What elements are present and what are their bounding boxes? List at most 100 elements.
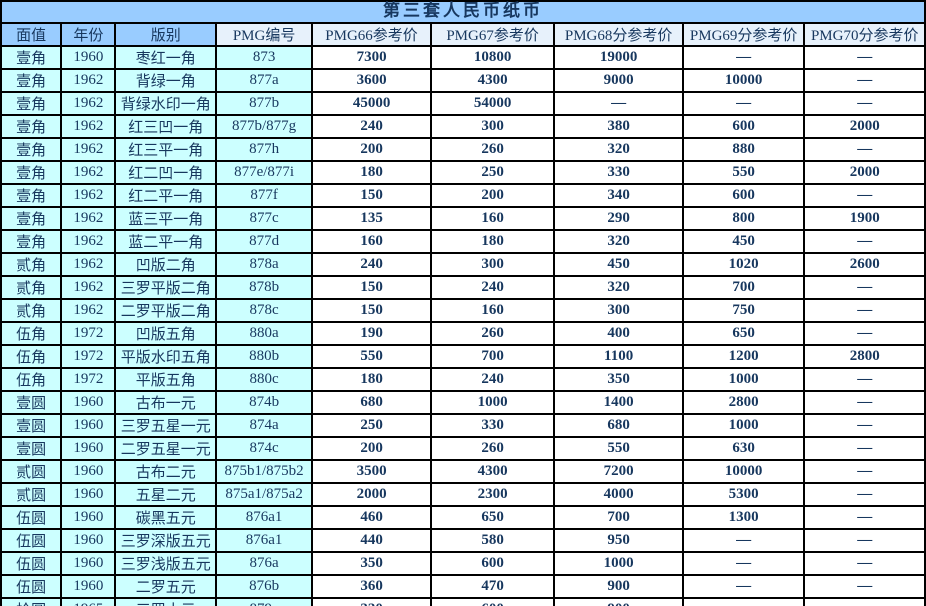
variety-cell: 二罗平版二角 bbox=[114, 298, 217, 323]
pmg-number-cell: 880a bbox=[214, 321, 314, 346]
variety-cell: 三罗浅版五元 bbox=[114, 551, 217, 576]
price-cell-pmg66: 2000 bbox=[311, 482, 432, 507]
pmg-number-cell: 874a bbox=[214, 413, 314, 438]
price-cell-pmg66: 150 bbox=[311, 275, 432, 300]
price-cell-pmg66: 240 bbox=[311, 252, 432, 277]
price-cell-pmg70: 2000 bbox=[803, 160, 926, 185]
price-cell-pmg66: 150 bbox=[311, 298, 432, 323]
price-cell-pmg67: 260 bbox=[429, 137, 556, 162]
price-cell-pmg69: — bbox=[681, 91, 806, 116]
pmg-number-cell: 877e/877i bbox=[214, 160, 314, 185]
price-cell-pmg70: — bbox=[803, 436, 926, 461]
year-cell: 1962 bbox=[60, 183, 117, 208]
price-cell-pmg69: 1000 bbox=[681, 367, 806, 392]
price-cell-pmg69: 600 bbox=[681, 183, 806, 208]
table-row: 壹角 1962 背绿水印一角 877b 45000 54000— — — bbox=[0, 91, 926, 116]
price-cell-pmg66: 190 bbox=[311, 321, 432, 346]
price-cell-pmg68: 900 bbox=[553, 597, 684, 606]
year-cell: 1960 bbox=[60, 551, 117, 576]
price-cell-pmg70: — bbox=[803, 390, 926, 415]
denomination-cell: 贰角 bbox=[0, 275, 63, 300]
denomination-cell: 壹角 bbox=[0, 137, 63, 162]
column-header-year: 年份 bbox=[60, 22, 117, 47]
year-cell: 1962 bbox=[60, 206, 117, 231]
pmg-number-cell: 877d bbox=[214, 229, 314, 254]
year-cell: 1962 bbox=[60, 68, 117, 93]
price-cell-pmg68: 450 bbox=[553, 252, 684, 277]
price-cell-pmg68: — bbox=[553, 91, 684, 116]
price-cell-pmg69: 10000 bbox=[681, 459, 806, 484]
price-cell-pmg68: 550 bbox=[553, 436, 684, 461]
column-header-pmg67-price: PMG67参考价 bbox=[429, 22, 556, 47]
denomination-cell: 拾圆 bbox=[0, 597, 63, 606]
price-cell-pmg69: — bbox=[681, 597, 806, 606]
table-row: 贰角 1962 凹版二角 878a 240 300 450 1020 2600 bbox=[0, 252, 926, 277]
denomination-cell: 伍角 bbox=[0, 367, 63, 392]
year-cell: 1972 bbox=[60, 344, 117, 369]
price-cell-pmg70: — bbox=[803, 91, 926, 116]
variety-cell: 凹版二角 bbox=[114, 252, 217, 277]
table-row: 伍圆 1960 二罗五元 876b 360 470 900— — bbox=[0, 574, 926, 599]
price-cell-pmg68: 4000 bbox=[553, 482, 684, 507]
variety-cell: 枣红一角 bbox=[114, 45, 217, 70]
price-cell-pmg69: 630 bbox=[681, 436, 806, 461]
price-cell-pmg69: — bbox=[681, 45, 806, 70]
price-cell-pmg66: 7300 bbox=[311, 45, 432, 70]
price-cell-pmg68: 300 bbox=[553, 298, 684, 323]
year-cell: 1960 bbox=[60, 413, 117, 438]
price-cell-pmg66: 180 bbox=[311, 160, 432, 185]
price-cell-pmg68: 320 bbox=[553, 229, 684, 254]
variety-cell: 凹版五角 bbox=[114, 321, 217, 346]
price-cell-pmg68: 700 bbox=[553, 505, 684, 530]
price-cell-pmg70: 2600 bbox=[803, 252, 926, 277]
table-row: 壹角 1962 蓝三平一角 877c 135 160 290 800 1900 bbox=[0, 206, 926, 231]
price-cell-pmg66: 3600 bbox=[311, 68, 432, 93]
price-cell-pmg70: — bbox=[803, 528, 926, 553]
year-cell: 1962 bbox=[60, 160, 117, 185]
price-cell-pmg67: 160 bbox=[429, 206, 556, 231]
price-cell-pmg69: 2800 bbox=[681, 390, 806, 415]
pmg-number-cell: 877b/877g bbox=[214, 114, 314, 139]
pmg-number-cell: 877c bbox=[214, 206, 314, 231]
variety-cell: 三罗五星一元 bbox=[114, 413, 217, 438]
denomination-cell: 贰角 bbox=[0, 252, 63, 277]
denomination-cell: 伍圆 bbox=[0, 528, 63, 553]
price-cell-pmg67: 1000 bbox=[429, 390, 556, 415]
pmg-number-cell: 880b bbox=[214, 344, 314, 369]
variety-cell: 蓝二平一角 bbox=[114, 229, 217, 254]
year-cell: 1962 bbox=[60, 91, 117, 116]
price-cell-pmg70: — bbox=[803, 459, 926, 484]
price-cell-pmg67: 200 bbox=[429, 183, 556, 208]
year-cell: 1962 bbox=[60, 275, 117, 300]
price-cell-pmg66: 200 bbox=[311, 137, 432, 162]
price-cell-pmg69: 1300 bbox=[681, 505, 806, 530]
price-cell-pmg69: 650 bbox=[681, 321, 806, 346]
table-row: 壹角 1962 红二平一角 877f 150 200 340 600— bbox=[0, 183, 926, 208]
price-cell-pmg70: — bbox=[803, 367, 926, 392]
variety-cell: 红三凹一角 bbox=[114, 114, 217, 139]
price-cell-pmg67: 4300 bbox=[429, 68, 556, 93]
price-cell-pmg70: — bbox=[803, 321, 926, 346]
price-cell-pmg70: — bbox=[803, 298, 926, 323]
variety-cell: 背绿一角 bbox=[114, 68, 217, 93]
price-cell-pmg68: 680 bbox=[553, 413, 684, 438]
variety-cell: 背绿水印一角 bbox=[114, 91, 217, 116]
price-cell-pmg68: 380 bbox=[553, 114, 684, 139]
denomination-cell: 壹角 bbox=[0, 45, 63, 70]
price-cell-pmg69: 750 bbox=[681, 298, 806, 323]
variety-cell: 三罗平版二角 bbox=[114, 275, 217, 300]
price-cell-pmg66: 45000 bbox=[311, 91, 432, 116]
price-cell-pmg67: 240 bbox=[429, 367, 556, 392]
table-row: 壹角 1960 枣红一角 873 7300 10800 19000— — bbox=[0, 45, 926, 70]
price-cell-pmg69: 10000 bbox=[681, 68, 806, 93]
price-cell-pmg70: — bbox=[803, 275, 926, 300]
denomination-cell: 贰圆 bbox=[0, 482, 63, 507]
year-cell: 1960 bbox=[60, 390, 117, 415]
variety-cell: 二罗五元 bbox=[114, 574, 217, 599]
column-header-pmg-number: PMG编号 bbox=[214, 22, 314, 47]
price-cell-pmg68: 9000 bbox=[553, 68, 684, 93]
denomination-cell: 贰角 bbox=[0, 298, 63, 323]
price-cell-pmg67: 180 bbox=[429, 229, 556, 254]
price-cell-pmg69: 800 bbox=[681, 206, 806, 231]
price-cell-pmg70: — bbox=[803, 68, 926, 93]
